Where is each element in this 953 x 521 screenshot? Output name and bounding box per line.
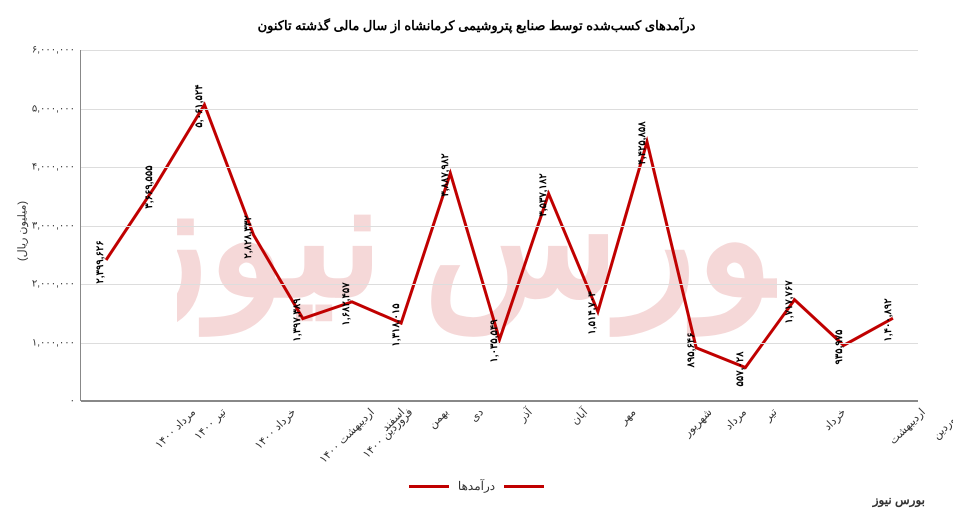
plot-area: ۰۱,۰۰۰,۰۰۰۲,۰۰۰,۰۰۰۳,۰۰۰,۰۰۰۴,۰۰۰,۰۰۰۵,۰… xyxy=(80,50,918,401)
data-label: ۹۳۵,۹۷۵ xyxy=(834,330,845,365)
data-label: ۱,۴۰۰,۸۹۲ xyxy=(883,298,894,341)
chart-container: درآمدهای کسب‌شده توسط صنایع پتروشیمی کرم… xyxy=(10,10,943,511)
xtick-label: اردیبهشت xyxy=(881,400,928,447)
gridline xyxy=(81,401,918,402)
xtick-label: خرداد ۱۴۰۰ xyxy=(246,400,298,452)
xtick-label: فروردین xyxy=(924,400,953,442)
data-label: ۳,۶۶۹,۵۵۵ xyxy=(144,166,155,209)
xtick-label: شهریور xyxy=(675,400,714,439)
data-label: ۱,۳۹۷,۳۸۹ xyxy=(292,299,303,342)
legend-label: درآمدها xyxy=(458,479,495,493)
ytick-label: ۶,۰۰۰,۰۰۰ xyxy=(32,45,81,56)
xtick-label: تیر ۱۴۰۰ xyxy=(186,400,229,443)
xtick-label: خرداد xyxy=(816,400,849,433)
chart-title: درآمدهای کسب‌شده توسط صنایع پتروشیمی کرم… xyxy=(10,10,943,46)
legend-swatch xyxy=(504,485,544,488)
data-label: ۵,۰۶۱,۵۲۴ xyxy=(194,84,205,127)
ytick-label: ۴,۰۰۰,۰۰۰ xyxy=(32,162,81,173)
gridline xyxy=(81,50,918,51)
data-label: ۴,۴۲۵,۸۵۸ xyxy=(637,122,648,165)
legend-swatch xyxy=(409,485,449,488)
ytick-label: ۵,۰۰۰,۰۰۰ xyxy=(32,103,81,114)
data-label: ۱,۷۱۷,۷۶۷ xyxy=(784,280,795,323)
ytick-label: ۰ xyxy=(70,396,81,407)
footer-brand: بورس نیوز xyxy=(873,493,925,507)
data-label: ۱,۰۳۵,۵۴۹ xyxy=(489,320,500,363)
xtick-label: آبان xyxy=(563,400,590,427)
data-label: ۳,۵۳۷,۱۸۲ xyxy=(538,173,549,216)
data-label: ۳,۸۸۷,۹۸۲ xyxy=(440,153,451,196)
data-label: ۲,۳۹۹,۶۲۶ xyxy=(95,240,106,283)
data-label: ۵۵۷,۰۲۸ xyxy=(735,352,746,387)
data-label: ۸۹۵,۶۴۶ xyxy=(686,332,697,367)
ytick-label: ۳,۰۰۰,۰۰۰ xyxy=(32,220,81,231)
ytick-label: ۲,۰۰۰,۰۰۰ xyxy=(32,279,81,290)
xtick-label: بهمن xyxy=(420,400,451,431)
data-label: ۱,۳۱۸,۰۱۵ xyxy=(391,303,402,346)
xtick-label: تیر xyxy=(756,400,780,424)
y-axis-label: (میلیون ریال) xyxy=(16,200,29,260)
data-label: ۱,۵۱۴,۷۰۳ xyxy=(587,292,598,335)
data-label: ۱,۶۸۲,۴۵۷ xyxy=(341,282,352,325)
xtick-label: مرداد xyxy=(717,400,749,432)
xtick-label: مهر xyxy=(612,400,639,427)
ytick-label: ۱,۰۰۰,۰۰۰ xyxy=(32,337,81,348)
gridline xyxy=(81,167,918,168)
gridline xyxy=(81,109,918,110)
xtick-label: آذر xyxy=(511,400,535,424)
gridline xyxy=(81,226,918,227)
data-label: ۲,۸۲۸,۳۳۲ xyxy=(243,215,254,258)
xtick-label: دی xyxy=(461,400,485,424)
legend: درآمدها xyxy=(10,479,943,493)
